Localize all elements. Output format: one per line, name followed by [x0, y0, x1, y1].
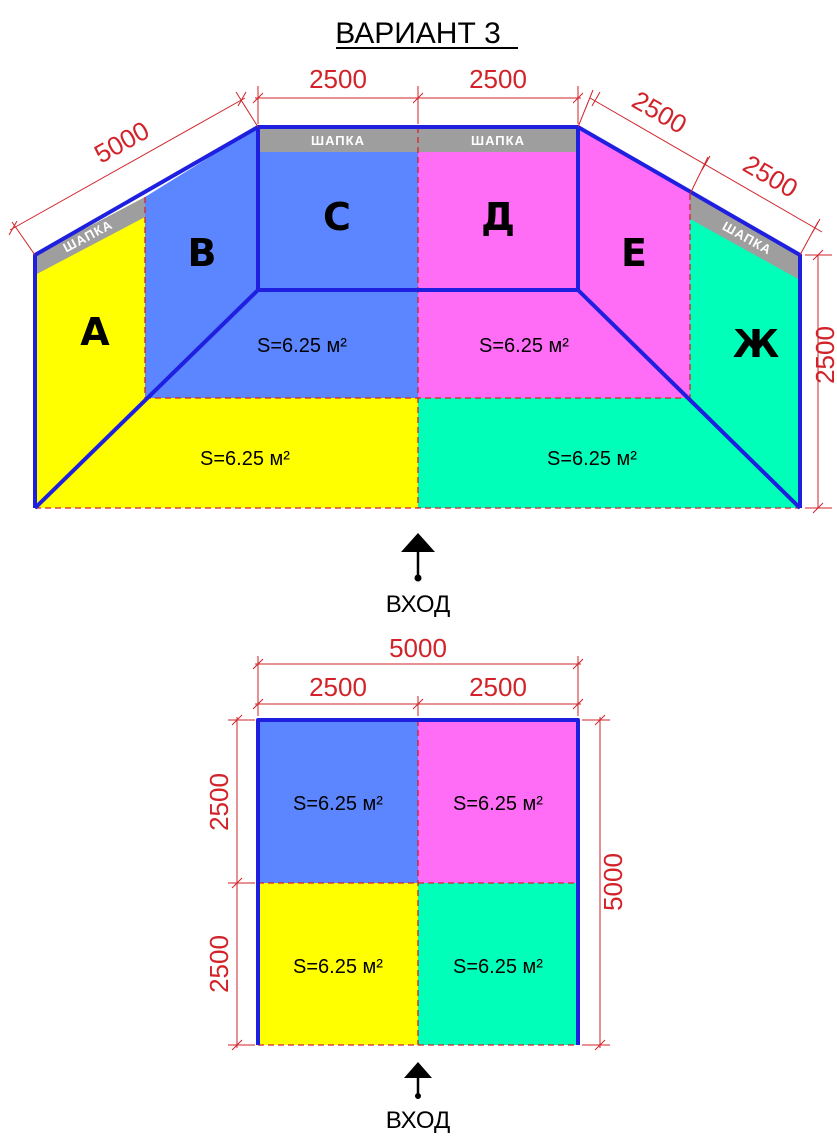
cap-label-c: ШАПКА: [311, 133, 365, 148]
dimension-plan-left-height: 2500 2500: [204, 714, 255, 1051]
plan-area-bottom-left: S=6.25 м²: [293, 956, 383, 978]
area-front-right: S=6.25 м²: [547, 448, 637, 470]
cap-c: [258, 127, 418, 152]
wall-letter-c: С: [323, 195, 351, 239]
plan-cell-bottom-right: [418, 883, 578, 1045]
outline-top: [33, 125, 802, 508]
arrow-up-icon: [404, 1062, 432, 1078]
plan-area-top-left: S=6.25 м²: [293, 793, 383, 815]
entry-arrow-bottom: [404, 1062, 432, 1099]
dimension-right-height: 2500: [805, 249, 837, 514]
floor-front-right: [418, 398, 800, 508]
dim-label-left-slant: 5000: [89, 115, 154, 169]
dimension-plan-split-width: 2500 2500: [252, 672, 584, 716]
plan-cell-top-right: [418, 720, 578, 883]
plan-cell-top-left: [258, 720, 418, 883]
area-front-left: S=6.25 м²: [200, 448, 290, 470]
dim-label-plan-upper-height: 2500: [204, 773, 234, 831]
wall-letter-b: В: [188, 231, 217, 275]
wall-c: [258, 127, 418, 290]
dim-label-top-right: 2500: [469, 64, 527, 94]
bottom-plan-view: S=6.25 м² S=6.25 м² S=6.25 м² S=6.25 м² …: [204, 633, 628, 1134]
entry-label-top: ВХОД: [386, 591, 451, 618]
wall-zh: [690, 194, 800, 508]
wall-a: [35, 197, 145, 508]
diagram-title: ВАРИАНТ 3: [335, 17, 501, 50]
plan-cell-bottom-left: [258, 883, 418, 1045]
dim-label-plan-left-width: 2500: [309, 672, 367, 702]
top-3d-view: ШАПКА ШАПКА ШАПКА ШАПКА А В С Д Е Ж S=6.…: [8, 64, 837, 618]
wall-letter-a: А: [80, 310, 110, 354]
dim-label-right-height: 2500: [810, 326, 837, 384]
outline-floor-back: [33, 288, 802, 510]
cap-label-d: ШАПКА: [471, 133, 525, 148]
dimension-top-right: 2500: [418, 64, 584, 124]
dim-label-plan-total-height: 5000: [598, 853, 628, 911]
floor-front-left: [35, 398, 418, 508]
area-back-right: S=6.25 м²: [479, 335, 569, 357]
dimension-top-left: 2500: [252, 64, 424, 124]
dim-label-plan-total-width: 5000: [389, 633, 447, 663]
dimension-plan-total-width: 5000: [252, 633, 584, 716]
dim-label-plan-lower-height: 2500: [204, 935, 234, 993]
wall-d: [418, 127, 578, 290]
wall-e: [578, 127, 690, 398]
floor-back-right: [418, 290, 690, 398]
wall-letter-e: Е: [621, 231, 647, 275]
wall-letter-d: Д: [481, 195, 515, 239]
cap-a: [35, 197, 145, 275]
floor-back-left: [145, 290, 418, 398]
dim-label-top-left: 2500: [309, 64, 367, 94]
dim-label-plan-right-width: 2500: [469, 672, 527, 702]
plan-area-top-right: S=6.25 м²: [453, 793, 543, 815]
dim-label-right-slant-2: 2500: [738, 149, 803, 204]
cap-zh: [690, 194, 800, 280]
dim-label-right-slant-1: 2500: [627, 85, 692, 140]
wall-letter-zh: Ж: [733, 322, 780, 366]
area-back-left: S=6.25 м²: [257, 335, 347, 357]
cap-d: [418, 127, 578, 152]
plan-area-bottom-right: S=6.25 м²: [453, 956, 543, 978]
entry-arrow-top: [401, 533, 435, 582]
arrow-up-icon: [401, 533, 435, 552]
entry-label-bottom: ВХОД: [386, 1107, 451, 1134]
wall-b: [145, 127, 258, 398]
dimension-plan-right-height: 5000: [582, 714, 628, 1051]
plan-outline: [256, 718, 580, 1045]
